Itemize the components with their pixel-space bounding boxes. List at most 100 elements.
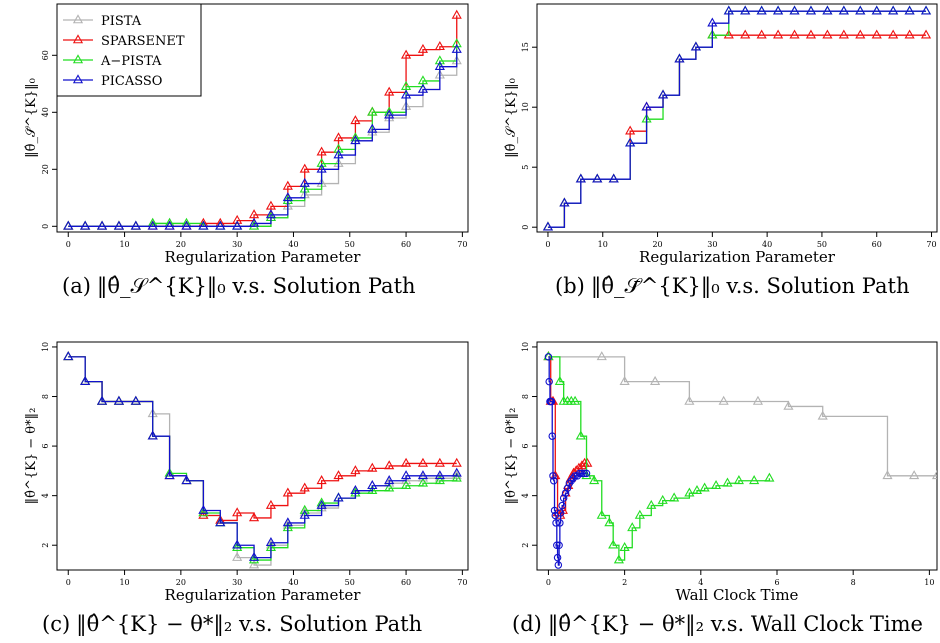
data-point: [400, 49, 412, 59]
data-point: [147, 220, 158, 230]
data-point: [130, 220, 141, 230]
data-point: [80, 375, 91, 385]
data-point: [690, 41, 701, 51]
x-tick-label: 10: [119, 578, 129, 587]
data-point: [333, 132, 344, 142]
data-point: [367, 484, 378, 495]
y-tick-label: 60: [41, 50, 50, 60]
data-point: [350, 115, 361, 125]
data-point: [333, 143, 344, 153]
x-axis-label: Regularization Parameter: [165, 586, 362, 604]
data-point: [434, 457, 445, 467]
data-point: [625, 125, 636, 135]
data-point: [417, 472, 429, 482]
data-point: [882, 470, 893, 480]
data-point: [248, 209, 260, 219]
x-tick-label: 6: [774, 578, 779, 587]
data-point: [740, 5, 751, 15]
data-point: [555, 541, 563, 549]
data-point: [580, 469, 588, 478]
x-tick-label: 0: [545, 240, 550, 249]
x-tick-label: 2: [622, 578, 627, 587]
plot-frame: [536, 3, 938, 233]
data-point: [559, 197, 570, 207]
series-line-sparsenet: [68, 356, 457, 522]
legend-item-picasso: PICASSO: [63, 74, 162, 89]
x-axis-label: Regularization Parameter: [165, 248, 362, 266]
data-point: [451, 9, 462, 19]
legend: PISTA SPARSENET A−PISTA PICASSO: [56, 3, 202, 97]
data-point: [434, 41, 445, 51]
data-point: [63, 220, 74, 230]
data-point: [634, 509, 645, 519]
caption-d: (d) ‖θ̂^{K} − θ*‖₂ v.s. Wall Clock Time: [512, 612, 923, 636]
plot-frame: [56, 341, 469, 571]
data-point: [333, 149, 344, 159]
data-point: [299, 509, 310, 519]
data-point: [282, 180, 293, 190]
data-point: [931, 470, 937, 480]
data-point: [783, 400, 794, 410]
series-line-a-pista: [68, 356, 458, 561]
data-point: [749, 475, 760, 485]
data-point: [888, 5, 899, 15]
y-tick-label: 2: [41, 543, 50, 548]
series-line-pista: [548, 356, 937, 477]
data-point: [384, 460, 395, 470]
data-point: [113, 220, 125, 230]
x-tick-label: 4: [698, 578, 703, 587]
data-point: [596, 509, 607, 519]
x-tick-label: 0: [66, 240, 71, 249]
data-point: [451, 38, 462, 48]
data-point: [181, 220, 192, 230]
data-point: [400, 480, 412, 490]
y-tick-label: 4: [521, 493, 530, 498]
data-point: [232, 541, 243, 552]
data-point: [96, 395, 108, 405]
data-point: [553, 541, 561, 549]
legend-label: PICASSO: [101, 74, 162, 89]
data-point: [789, 5, 800, 15]
legend-item-a-pista: A−PISTA: [63, 54, 162, 69]
data-point: [548, 432, 556, 440]
data-point: [333, 492, 344, 502]
data-point: [316, 475, 327, 485]
data-point: [248, 559, 260, 569]
data-point: [232, 220, 243, 230]
x-tick-label: 40: [288, 578, 298, 587]
y-tick-label: 0: [41, 224, 50, 229]
caption-b-math: ‖θ̂_𝒮̄^{K}‖₀: [590, 274, 720, 298]
y-tick-label: 20: [41, 164, 50, 174]
data-point: [417, 457, 429, 467]
data-point: [596, 351, 607, 361]
series-line-picasso: [68, 356, 458, 559]
y-axis-label: ‖θ̂_𝒮̄^{K}‖₀: [24, 78, 39, 158]
data-point: [181, 475, 192, 485]
data-point: [773, 29, 784, 39]
data-point: [822, 29, 833, 39]
data-point: [554, 561, 563, 569]
data-point: [559, 494, 568, 502]
data-point: [573, 462, 584, 472]
caption-a: (a) ‖θ̂_𝒮^{K}‖₀ v.s. Solution Path: [62, 274, 416, 298]
data-point: [265, 537, 277, 547]
legend-marker: [72, 74, 84, 84]
x-tick-label: 60: [401, 578, 411, 587]
data-point: [400, 80, 412, 90]
data-point: [147, 430, 158, 440]
series-pista: [63, 351, 462, 569]
data-point: [417, 43, 429, 53]
data-point: [592, 173, 603, 183]
series-line-picasso: [547, 10, 927, 228]
data-point: [299, 177, 310, 187]
data-point: [556, 509, 565, 517]
x-tick-label: 70: [457, 240, 467, 249]
data-point: [451, 457, 462, 467]
series-a-pista: [543, 351, 775, 564]
data-point: [722, 477, 733, 487]
x-tick-label: 20: [176, 578, 186, 587]
caption-a-math: ‖θ̂_𝒮^{K}‖₀: [96, 274, 226, 298]
data-point: [582, 457, 593, 467]
data-point: [367, 462, 378, 472]
